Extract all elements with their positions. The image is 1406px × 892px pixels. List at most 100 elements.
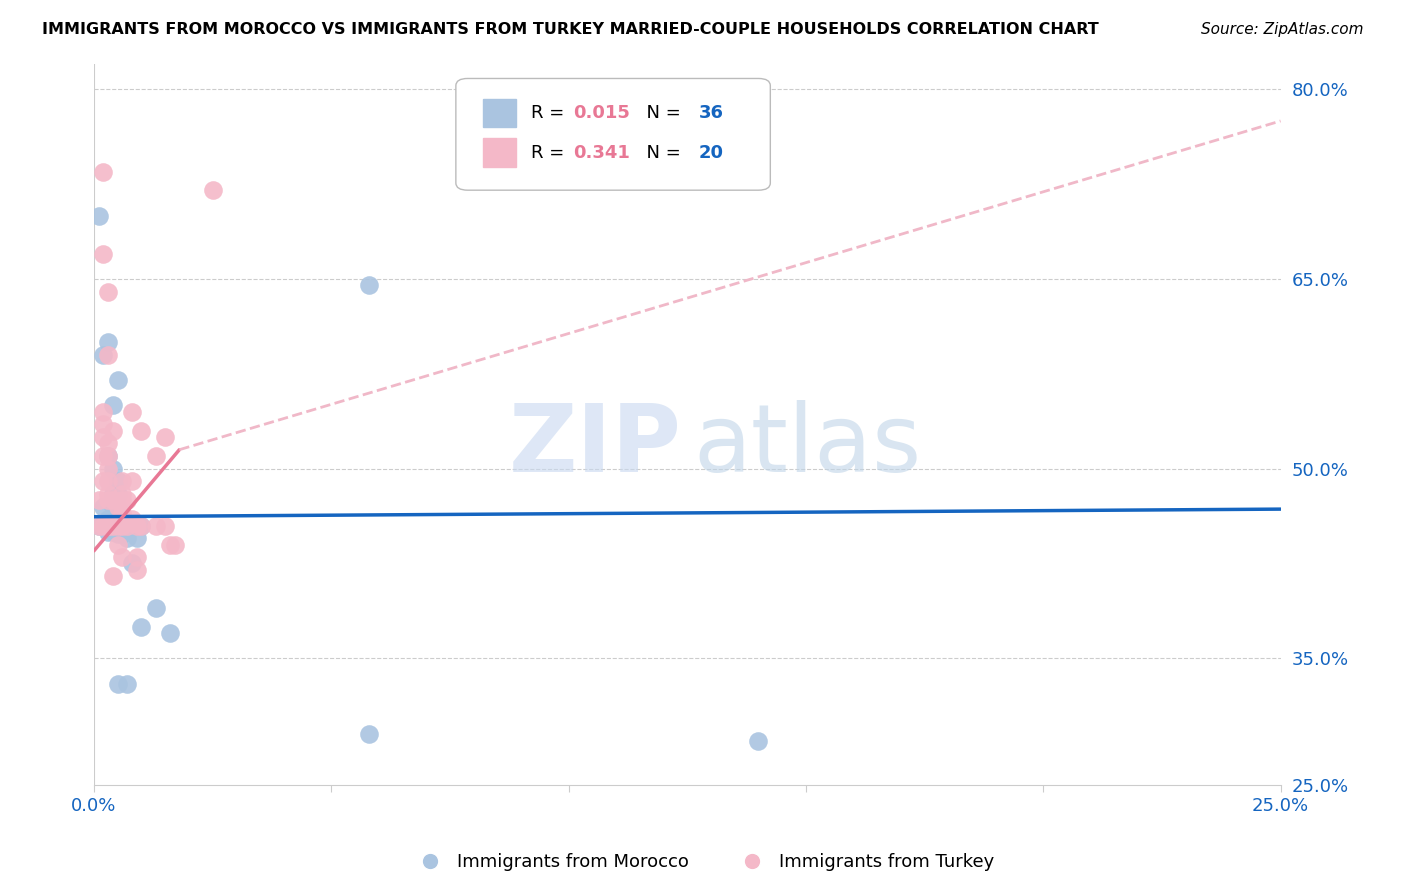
Point [101,493,124,508]
Point [97,518,120,533]
Point [111,487,134,501]
Point [87,209,110,223]
Point [107,518,129,533]
Point [97,518,120,533]
Point [97,285,120,299]
Point [93,475,115,489]
Text: 20: 20 [699,144,724,161]
Point [97,449,120,463]
Bar [484,138,516,167]
Point [131,620,153,634]
Point [93,164,115,178]
Bar [484,99,516,128]
Point [107,676,129,690]
Point [93,417,115,432]
Point [101,424,124,438]
Point [97,436,120,450]
Point [121,557,143,571]
Point [93,405,115,419]
Text: 36: 36 [699,104,724,122]
Point [107,500,129,514]
Point [125,563,148,577]
Point [145,600,167,615]
Point [101,512,124,526]
Point [97,348,120,362]
Legend: Immigrants from Morocco, Immigrants from Turkey: Immigrants from Morocco, Immigrants from… [405,847,1001,879]
Point [125,518,148,533]
Point [101,518,124,533]
Text: N =: N = [636,144,686,161]
Point [93,449,115,463]
Point [107,512,129,526]
Point [111,518,134,533]
Text: R =: R = [530,104,569,122]
Point [107,475,129,489]
Point [159,537,181,551]
Point [153,430,176,444]
Point [111,475,134,489]
Point [115,493,138,508]
Point [115,518,138,533]
Point [359,727,381,741]
Point [131,518,153,533]
Point [97,487,120,501]
Point [359,278,381,293]
Point [97,449,120,463]
Point [111,512,134,526]
Point [125,518,148,533]
Point [97,475,120,489]
Text: IMMIGRANTS FROM MOROCCO VS IMMIGRANTS FROM TURKEY MARRIED-COUPLE HOUSEHOLDS CORR: IMMIGRANTS FROM MOROCCO VS IMMIGRANTS FR… [42,22,1099,37]
Point [145,518,167,533]
Point [111,506,134,520]
Point [93,246,115,260]
Text: 0.015: 0.015 [574,104,630,122]
Point [131,518,153,533]
Point [93,518,115,533]
Point [97,518,120,533]
Point [111,527,134,541]
Point [97,461,120,475]
Point [93,348,115,362]
Point [101,500,124,514]
Point [97,524,120,539]
Point [101,518,124,533]
Point [121,518,143,533]
Text: atlas: atlas [693,400,921,492]
Point [107,487,129,501]
Point [115,676,138,690]
Text: R =: R = [530,144,569,161]
Point [115,531,138,545]
Point [87,493,110,508]
Text: ZIP: ZIP [509,400,682,492]
Point [153,518,176,533]
Point [87,518,110,533]
Point [107,527,129,541]
Point [121,475,143,489]
Point [107,373,129,387]
Point [125,531,148,545]
Point [107,500,129,514]
Point [111,493,134,508]
Point [121,405,143,419]
Text: 0.341: 0.341 [574,144,630,161]
FancyBboxPatch shape [456,78,770,190]
Point [101,569,124,583]
Point [93,518,115,533]
Point [101,461,124,475]
Point [97,512,120,526]
Point [101,524,124,539]
Point [131,424,153,438]
Point [107,518,129,533]
Point [101,487,124,501]
Point [159,626,181,640]
Point [163,537,186,551]
Point [93,430,115,444]
Point [97,493,120,508]
Point [107,537,129,551]
Point [747,733,769,747]
Point [145,449,167,463]
Text: Source: ZipAtlas.com: Source: ZipAtlas.com [1201,22,1364,37]
Point [111,518,134,533]
Point [121,512,143,526]
Point [101,399,124,413]
